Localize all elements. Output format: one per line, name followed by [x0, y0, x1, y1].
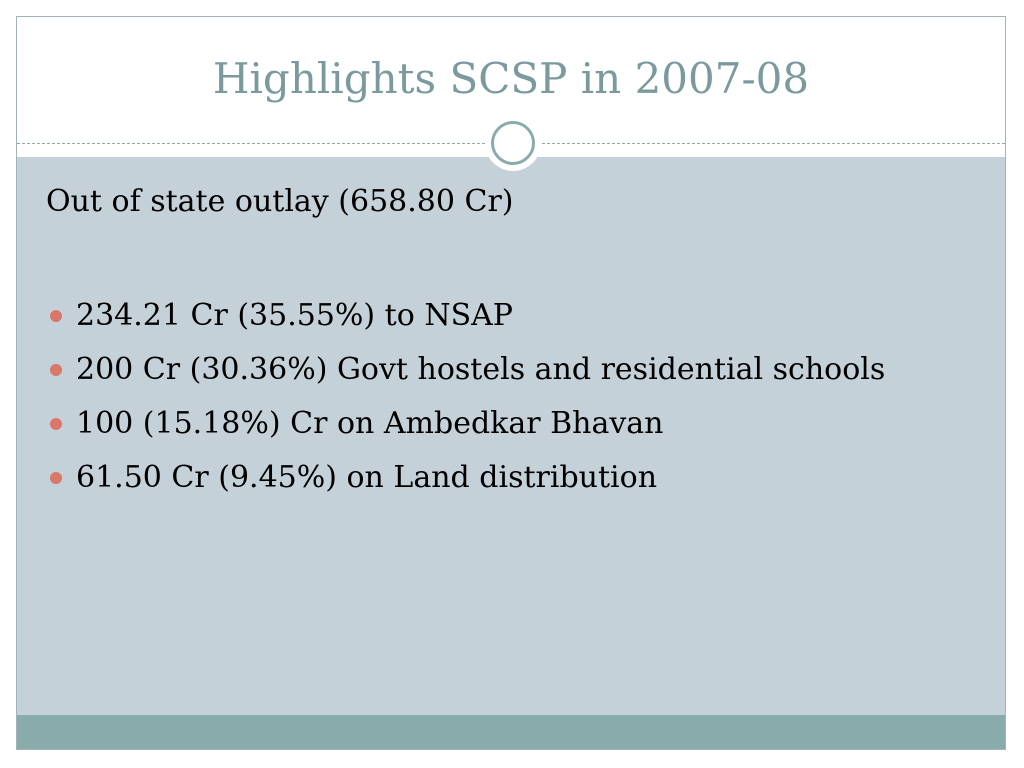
bullet-item: 200 Cr (30.36%) Govt hostels and residen… [46, 348, 926, 392]
footer-bar [17, 715, 1005, 749]
bullet-dot-icon [50, 310, 62, 322]
bullet-text: 234.21 Cr (35.55%) to NSAP [76, 298, 513, 333]
slide: Highlights SCSP in 2007-08 Out of state … [16, 16, 1006, 750]
content-area [17, 157, 1005, 717]
bullet-item: 234.21 Cr (35.55%) to NSAP [46, 294, 926, 338]
bullet-dot-icon [50, 364, 62, 376]
bullet-item: 61.50 Cr (9.45%) on Land distribution [46, 456, 926, 500]
intro-text: Out of state outlay (658.80 Cr) [46, 184, 514, 219]
bullet-dot-icon [50, 472, 62, 484]
bullet-text: 100 (15.18%) Cr on Ambedkar Bhavan [76, 406, 664, 441]
ring-emblem-icon [485, 115, 541, 171]
bullet-item: 100 (15.18%) Cr on Ambedkar Bhavan [46, 402, 926, 446]
slide-title: Highlights SCSP in 2007-08 [212, 54, 810, 103]
bullet-text: 200 Cr (30.36%) Govt hostels and residen… [76, 352, 886, 387]
bullet-dot-icon [50, 418, 62, 430]
ring-emblem-inner [491, 121, 535, 165]
bullet-text: 61.50 Cr (9.45%) on Land distribution [76, 460, 658, 495]
bullet-list: 234.21 Cr (35.55%) to NSAP 200 Cr (30.36… [46, 294, 926, 510]
